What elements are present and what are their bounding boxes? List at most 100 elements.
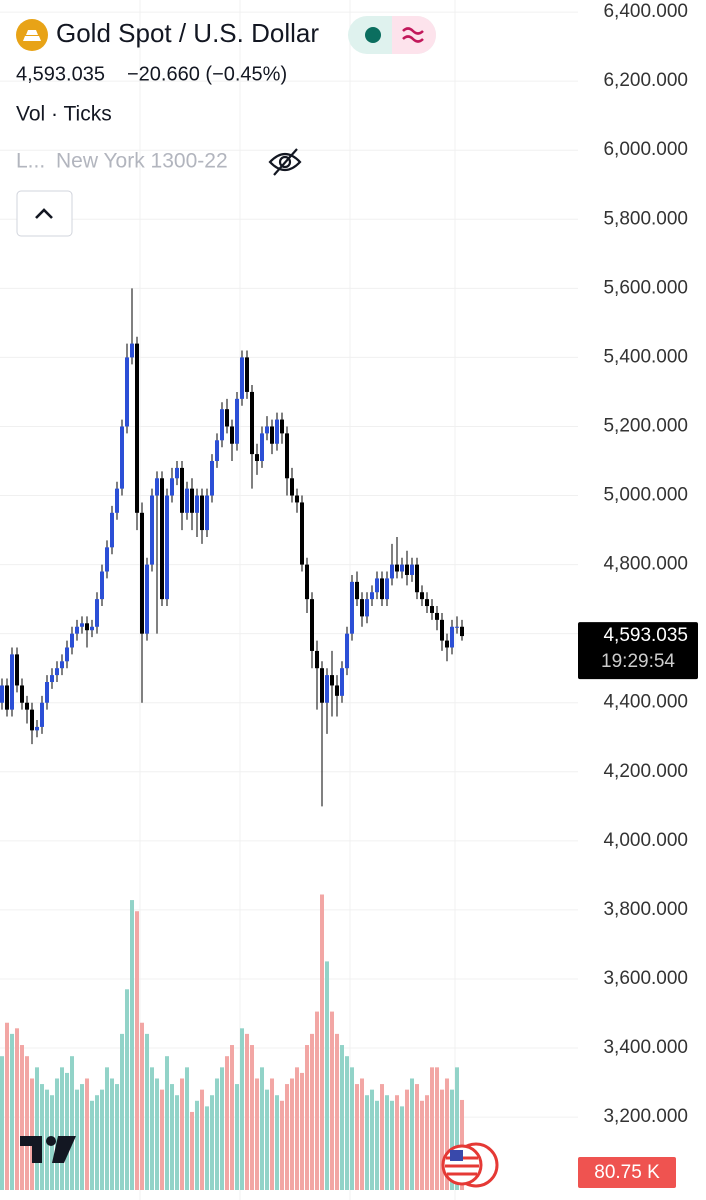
- candle-body: [105, 547, 109, 572]
- candle-body: [5, 685, 9, 710]
- candle-body: [85, 623, 89, 631]
- y-tick-label: 3,400.000: [603, 1037, 688, 1058]
- candle-body: [360, 599, 364, 617]
- candle-body: [100, 571, 104, 600]
- logo-part: [46, 1136, 56, 1146]
- candle-body: [40, 702, 44, 727]
- volume-bar: [70, 1056, 74, 1190]
- candle-body: [255, 454, 259, 462]
- volume-bar: [75, 1089, 79, 1190]
- candle-body: [135, 343, 139, 513]
- volume-bar: [95, 1095, 99, 1190]
- volume-bar: [65, 1072, 69, 1190]
- volume-bar: [420, 1100, 424, 1190]
- volume-bar: [130, 900, 134, 1190]
- volume-bar: [410, 1078, 414, 1190]
- volume-bar: [360, 1078, 364, 1190]
- volume-bar: [350, 1067, 354, 1190]
- volume-bar: [55, 1078, 59, 1190]
- volume-bar: [235, 1084, 239, 1190]
- volume-bar: [295, 1067, 299, 1190]
- volume-bar: [370, 1089, 374, 1190]
- session-label[interactable]: New York 1300-22: [56, 150, 228, 173]
- volume-bar: [305, 1045, 309, 1190]
- candle-body: [165, 495, 169, 600]
- candle-body: [310, 599, 314, 651]
- candle-body: [460, 626, 464, 637]
- volume-bar: [0, 1056, 4, 1190]
- symbol-title[interactable]: Gold Spot / U.S. Dollar: [56, 18, 319, 48]
- candle-body: [145, 564, 149, 634]
- candle-body: [200, 495, 204, 531]
- collapse-button[interactable]: [16, 190, 73, 237]
- volume-bar: [250, 1045, 254, 1190]
- status-pill-right: [392, 16, 436, 54]
- candle-body: [25, 702, 29, 710]
- volume-bar: [115, 1084, 119, 1190]
- candle-body: [160, 478, 164, 600]
- candle-body: [10, 654, 14, 710]
- volume-bar: [80, 1084, 84, 1190]
- candle-body: [110, 512, 114, 548]
- candle-body: [250, 391, 254, 455]
- volume-bar: [440, 1089, 444, 1190]
- candle-body: [295, 495, 299, 503]
- candle-body: [420, 592, 424, 600]
- y-tick-label: 6,000.000: [603, 139, 688, 160]
- candle-body: [205, 495, 209, 531]
- volume-title[interactable]: Vol · Ticks: [16, 103, 112, 126]
- candle-body: [415, 564, 419, 593]
- candle-body: [225, 409, 229, 427]
- candle-body: [320, 668, 324, 703]
- candle-layer: [0, 288, 464, 807]
- volume-bar: [230, 1045, 234, 1190]
- candle-body: [230, 426, 234, 444]
- candle-body: [175, 467, 179, 479]
- volume-bar: [110, 1078, 114, 1190]
- candle-body: [380, 578, 384, 600]
- candle-body: [65, 647, 69, 662]
- y-tick-label: 5,400.000: [603, 346, 688, 367]
- candle-body: [375, 578, 379, 593]
- volume-bar: [255, 1078, 259, 1190]
- volume-bar: [135, 911, 139, 1190]
- candle-body: [395, 564, 399, 572]
- volume-bar: [90, 1100, 94, 1190]
- eye-slash: [273, 148, 298, 176]
- volume-bar: [405, 1089, 409, 1190]
- volume-bar: [390, 1100, 394, 1190]
- volume-bar: [270, 1078, 274, 1190]
- candle-body: [185, 488, 189, 513]
- candle-body: [150, 495, 154, 565]
- y-tick-label: 6,200.000: [603, 70, 688, 91]
- volume-bar: [25, 1056, 29, 1190]
- volume-bar: [5, 1022, 9, 1190]
- volume-bar: [435, 1067, 439, 1190]
- volume-bar: [225, 1056, 229, 1190]
- candle-body: [265, 426, 269, 434]
- volume-bar: [400, 1106, 404, 1190]
- y-tick-label: 3,600.000: [603, 968, 688, 989]
- candle-body: [330, 675, 334, 686]
- volume-bar: [375, 1100, 379, 1190]
- y-tick-label: 5,200.000: [603, 415, 688, 436]
- candle-body: [215, 440, 219, 462]
- candle-body: [425, 599, 429, 607]
- candle-body: [130, 343, 134, 358]
- candle-body: [190, 488, 194, 513]
- candle-body: [340, 668, 344, 696]
- volume-bar: [165, 1056, 169, 1190]
- last-price: 4,593.035: [16, 63, 105, 85]
- candle-body: [300, 502, 304, 565]
- candle-body: [440, 619, 444, 641]
- currency-flags[interactable]: [441, 1142, 499, 1188]
- indicator-label[interactable]: L...: [16, 150, 45, 173]
- candle-body: [305, 564, 309, 600]
- tradingview-logo[interactable]: [20, 1136, 76, 1163]
- price-axis: 3,200.000 3,400.000 3,600.000 3,800.000 4,00…: [578, 1, 698, 1188]
- volume-bar: [325, 961, 329, 1190]
- candle-body: [400, 564, 404, 572]
- hide-icon[interactable]: [268, 148, 302, 176]
- volume-bar: [30, 1078, 34, 1190]
